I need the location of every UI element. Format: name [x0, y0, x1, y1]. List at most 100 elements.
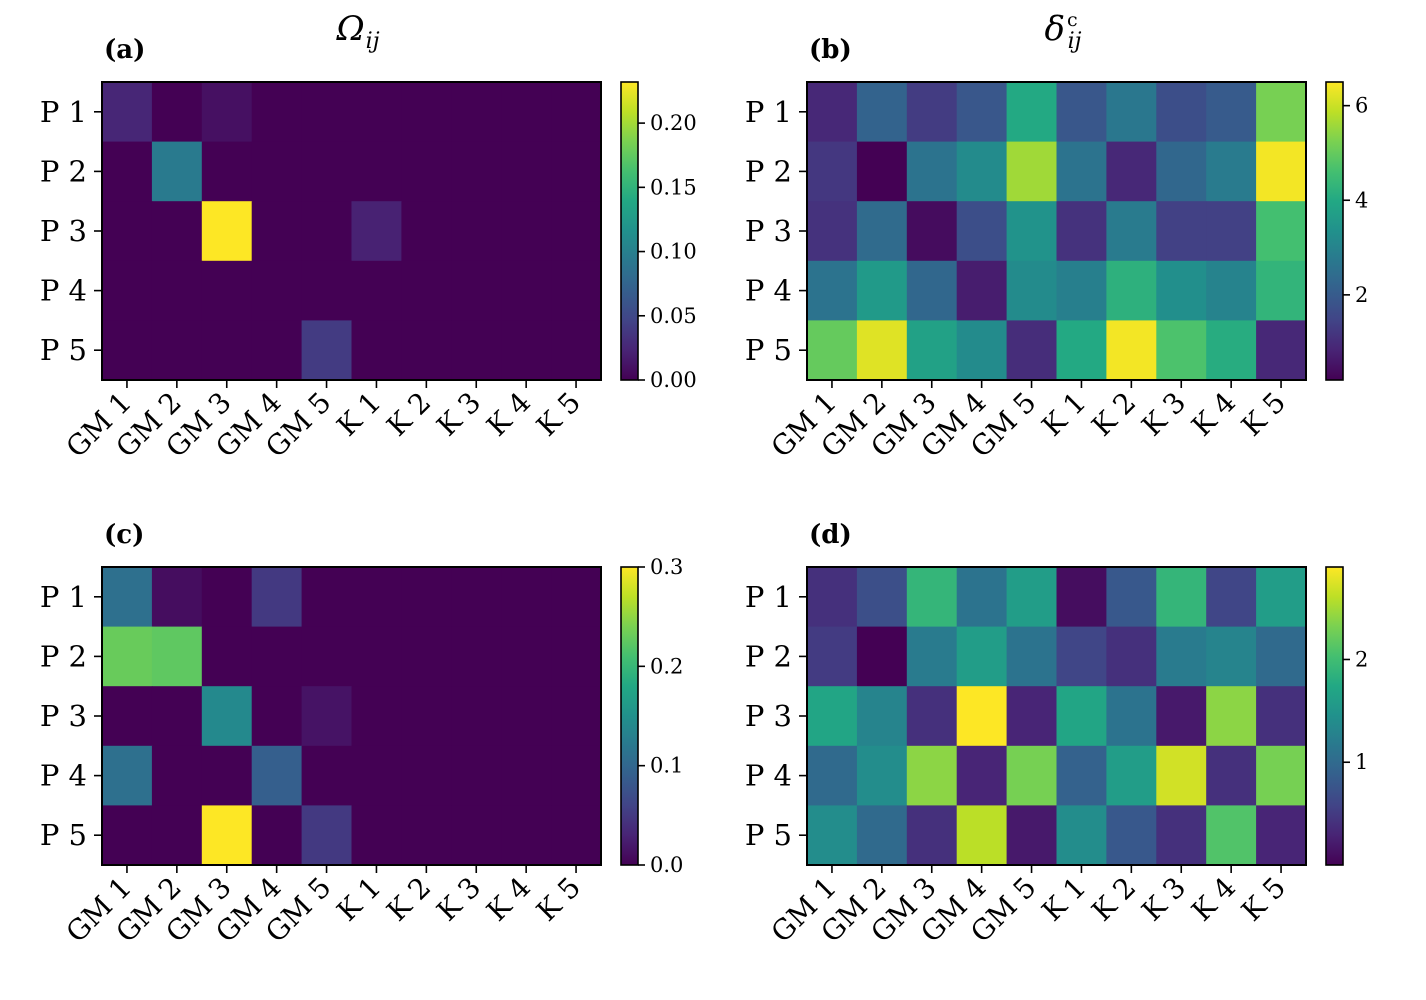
- heatmap-cell: [451, 320, 502, 381]
- heatmap-cell: [856, 686, 908, 747]
- heatmap-cell: [1056, 626, 1107, 687]
- y-tick-label: P 4: [40, 759, 87, 793]
- heatmap-cell: [1256, 805, 1307, 866]
- heatmap-cell: [956, 567, 1008, 628]
- y-tick-label: P 2: [40, 154, 87, 188]
- heatmap-cell: [301, 260, 353, 321]
- heatmap-cell: [1056, 686, 1107, 747]
- y-tick-label: P 5: [745, 333, 792, 367]
- heatmap-cell: [807, 201, 858, 262]
- heatmap-cell: [1156, 626, 1207, 687]
- heatmap-cell: [401, 567, 452, 628]
- heatmap-cell: [1256, 82, 1307, 143]
- x-tick-label: K 2: [380, 871, 437, 928]
- colorbar: [621, 567, 638, 865]
- heatmap-cell: [807, 805, 858, 866]
- panel-label: (c): [104, 520, 144, 550]
- x-tick-label: K 2: [1085, 871, 1142, 928]
- heatmap-cell: [1206, 805, 1257, 866]
- x-tick-label: K 5: [530, 871, 587, 928]
- heatmap-cell: [1106, 745, 1157, 806]
- heatmap-cell: [1206, 686, 1257, 747]
- y-tick-label: P 4: [745, 759, 792, 793]
- heatmap-cell: [451, 82, 502, 143]
- heatmap-cell: [1206, 745, 1257, 806]
- heatmap-cell: [1156, 320, 1207, 381]
- heatmap-cell: [856, 805, 908, 866]
- heatmap-cell: [351, 141, 402, 202]
- heatmap-cell: [201, 626, 253, 687]
- x-tick-label: K 2: [380, 386, 437, 443]
- colorbar-tick-label: 0.05: [650, 304, 697, 328]
- colorbar-tick-label: 0.1: [650, 754, 683, 778]
- heatmap-cell: [251, 805, 303, 866]
- heatmap-cell: [956, 141, 1008, 202]
- heatmap-cell: [151, 567, 203, 628]
- heatmap-cell: [251, 141, 303, 202]
- heatmap-cell: [1256, 320, 1307, 381]
- heatmap-cell: [501, 201, 552, 262]
- heatmap-cell: [906, 805, 958, 866]
- heatmap-cell: [201, 260, 253, 321]
- heatmap-cell: [1006, 260, 1058, 321]
- heatmap-cell: [1206, 567, 1257, 628]
- heatmap-cell: [1056, 320, 1107, 381]
- heatmap-cell: [351, 686, 402, 747]
- colorbar-tick-label: 1: [1355, 750, 1368, 774]
- heatmap-cell: [1106, 626, 1157, 687]
- heatmap-cell: [1256, 567, 1307, 628]
- heatmap-cell: [1106, 320, 1157, 381]
- heatmap-cell: [501, 805, 552, 866]
- heatmap-cell: [1006, 686, 1058, 747]
- y-tick-label: P 3: [40, 699, 87, 733]
- heatmap-cell: [201, 567, 253, 628]
- colorbar-tick-label: 0.10: [650, 240, 697, 264]
- heatmap-cell: [856, 320, 908, 381]
- heatmap-cell: [1156, 201, 1207, 262]
- heatmap-cell: [351, 745, 402, 806]
- heatmap-cell: [451, 686, 502, 747]
- x-tick-label: K 2: [1085, 386, 1142, 443]
- x-tick-label: K 1: [1035, 386, 1092, 443]
- x-tick-label: K 5: [1235, 871, 1292, 928]
- heatmap-cell: [551, 260, 602, 321]
- y-tick-label: P 1: [745, 580, 792, 614]
- heatmap-cell: [401, 626, 452, 687]
- heatmap-cell: [807, 82, 858, 143]
- y-tick-label: P 1: [40, 580, 87, 614]
- panel-label: (a): [104, 35, 145, 65]
- heatmap-cell: [1106, 686, 1157, 747]
- heatmap-cell: [301, 201, 353, 262]
- heatmap-cell: [1156, 82, 1207, 143]
- heatmap-cell: [201, 201, 253, 262]
- heatmap-cell: [151, 745, 203, 806]
- y-tick-label: P 1: [40, 95, 87, 129]
- heatmap-panel-2: P 1P 2P 3P 4P 5GM 1GM 2GM 3GM 4GM 5K 1K …: [745, 9, 1369, 464]
- heatmap-cell: [251, 745, 303, 806]
- heatmap-cell: [1256, 686, 1307, 747]
- heatmap-cell: [1106, 141, 1157, 202]
- colorbar-tick-label: 0.15: [650, 175, 697, 199]
- heatmap-cell: [807, 141, 858, 202]
- x-tick-label: K 4: [480, 871, 537, 928]
- heatmap-cell: [906, 567, 958, 628]
- heatmap-cell: [401, 82, 452, 143]
- y-tick-label: P 3: [40, 214, 87, 248]
- heatmap-cell: [401, 320, 452, 381]
- heatmap-cell: [551, 745, 602, 806]
- heatmap-panel-1: P 1P 2P 3P 4P 5GM 1GM 2GM 3GM 4GM 5K 1K …: [40, 9, 697, 464]
- heatmap-cell: [501, 82, 552, 143]
- heatmap-cell: [102, 141, 153, 202]
- heatmap-cell: [807, 686, 858, 747]
- heatmap-cell: [201, 320, 253, 381]
- heatmap-cell: [201, 745, 253, 806]
- heatmap-cell: [301, 82, 353, 143]
- heatmap-cell: [102, 686, 153, 747]
- heatmap-cell: [151, 805, 203, 866]
- heatmap-cell: [1206, 201, 1257, 262]
- colorbar-tick-label: 0.3: [650, 555, 683, 579]
- colorbar-tick-label: 2: [1355, 647, 1368, 671]
- heatmap-cell: [151, 686, 203, 747]
- y-tick-label: P 2: [40, 639, 87, 673]
- heatmap-cell: [151, 82, 203, 143]
